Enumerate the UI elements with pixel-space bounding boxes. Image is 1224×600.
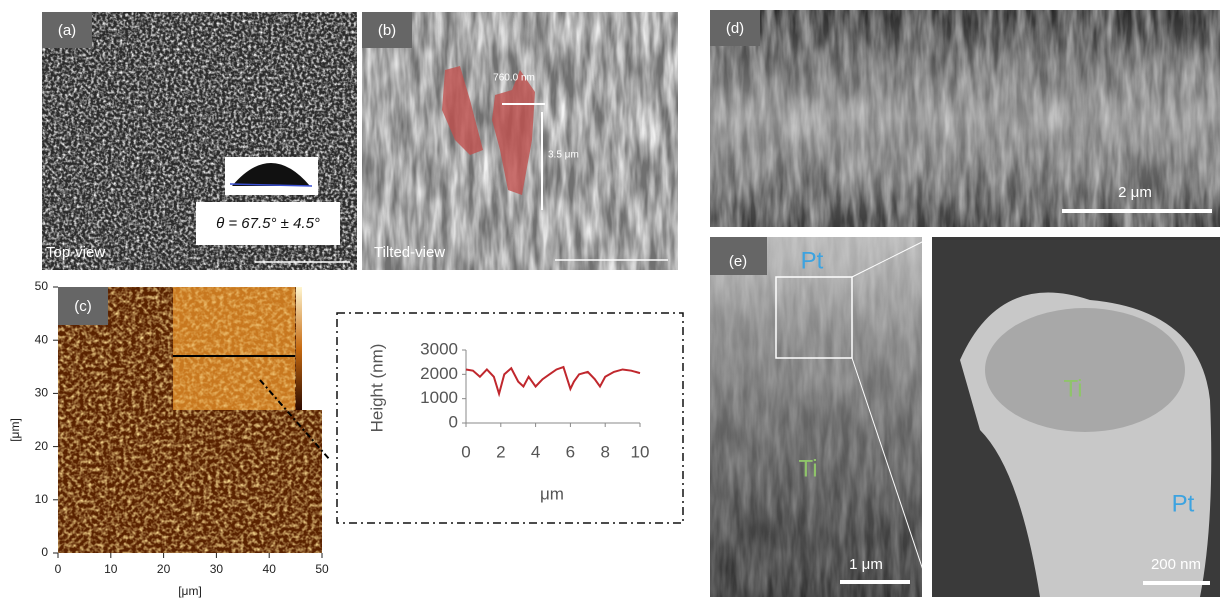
y-tick-label: 0 xyxy=(449,412,458,431)
x-tick-label: 0 xyxy=(55,562,62,576)
panel-label: (e) xyxy=(729,253,747,270)
y-tick-label: 1000 xyxy=(420,388,458,407)
x-tick-label: 50 xyxy=(315,562,329,576)
contact-angle: θ = 67.5° ± 4.5° xyxy=(216,215,320,232)
x-tick-label: 0 xyxy=(461,442,470,461)
height-annotation: 3.5 μm xyxy=(548,150,579,161)
y-tick-label: 3000 xyxy=(420,339,458,358)
x-tick-label: 4 xyxy=(531,442,540,461)
figure: (a) θ = 67.5° ± 4.5° Top-view (b) 760.0 … xyxy=(0,0,1224,600)
y-tick-label: 20 xyxy=(35,439,49,453)
panel-label: (c) xyxy=(74,298,92,315)
scale-label: 1 μm xyxy=(849,556,883,573)
width-annotation: 760.0 nm xyxy=(493,73,535,84)
colorbar-bg xyxy=(302,287,322,410)
afm-inset-texture xyxy=(173,287,295,410)
panel-label: (a) xyxy=(58,22,76,39)
x-tick-label: 6 xyxy=(566,442,575,461)
tem-texture xyxy=(710,237,922,597)
panel-label: (d) xyxy=(726,20,744,37)
y-tick-label: 30 xyxy=(35,386,49,400)
page: Figure html, body { margin: 0; padding: … xyxy=(0,0,1224,600)
x-tick-label: 10 xyxy=(104,562,118,576)
y-unit: [μm] xyxy=(8,418,22,442)
x-tick-label: 40 xyxy=(263,562,277,576)
body: { "panels": { "a": {"label": "(a)", "cap… xyxy=(0,0,1224,600)
material-label: Pt xyxy=(801,247,824,274)
y-tick-label: 0 xyxy=(41,545,48,559)
y-tick-label: 50 xyxy=(35,279,49,293)
x-unit: [μm] xyxy=(178,584,202,598)
scale-label: 2 μm xyxy=(1118,184,1152,201)
caption: Tilted-view xyxy=(374,244,445,261)
y-tick-label: 10 xyxy=(35,492,49,506)
material-label: Ti xyxy=(798,455,817,482)
profile-line xyxy=(466,367,640,394)
colorbar xyxy=(296,287,302,410)
x-tick-label: 8 xyxy=(600,442,609,461)
ti-core xyxy=(985,308,1185,432)
y-tick-label: 2000 xyxy=(420,364,458,383)
y-axis-label: Height (nm) xyxy=(367,344,386,433)
material-label: Ti xyxy=(1063,375,1082,402)
x-axis-label: μm xyxy=(540,484,564,503)
y-tick-label: 40 xyxy=(35,332,49,346)
panel-label: (b) xyxy=(378,22,396,39)
scale-label: 200 nm xyxy=(1151,556,1201,573)
chart-frame xyxy=(337,313,683,523)
x-tick-label: 30 xyxy=(210,562,224,576)
x-tick-label: 20 xyxy=(157,562,171,576)
x-tick-label: 2 xyxy=(496,442,505,461)
afm-map: (c) xyxy=(58,287,330,553)
caption: Top-view xyxy=(46,244,105,261)
x-tick-label: 10 xyxy=(631,442,650,461)
material-label: Pt xyxy=(1172,490,1195,517)
